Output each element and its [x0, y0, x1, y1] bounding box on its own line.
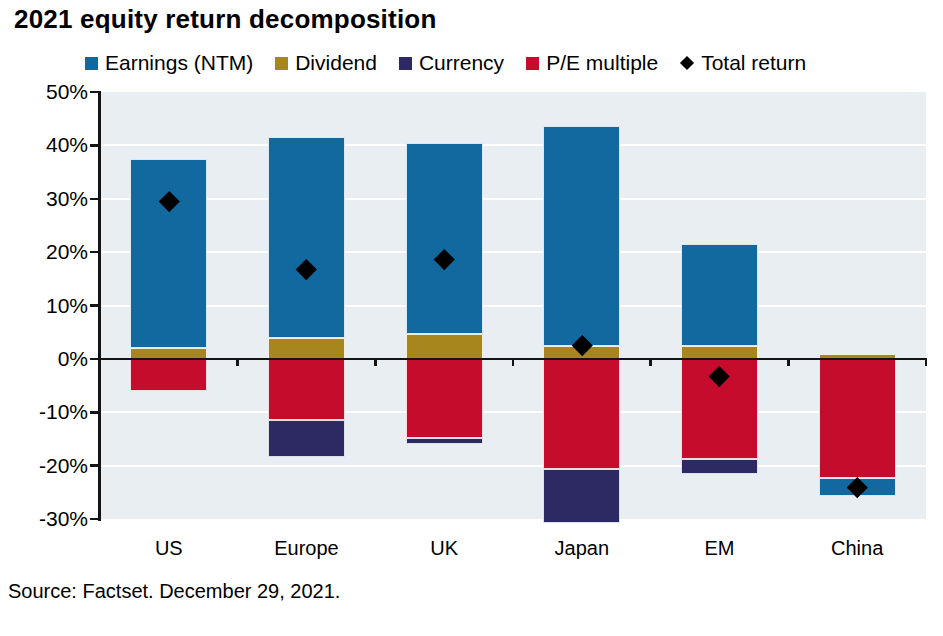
gridline-40 — [100, 144, 926, 146]
y-axis-tick-label: 40% — [0, 132, 88, 158]
chart-canvas: 2021 equity return decomposition Earning… — [0, 0, 943, 636]
y-axis-tick-label: 10% — [0, 293, 88, 319]
gridline--20 — [100, 465, 926, 467]
category-label-EM: EM — [655, 537, 785, 560]
y-axis-line — [98, 91, 101, 521]
gridline-10 — [100, 305, 926, 307]
bar-segment-pe-US — [130, 359, 207, 391]
category-label-China: China — [792, 537, 922, 560]
source-note: Source: Factset. December 29, 2021. — [8, 580, 340, 603]
zero-line — [98, 358, 927, 361]
bar-segment-pe-Europe — [268, 359, 345, 420]
y-axis-tick-label: -20% — [0, 453, 88, 479]
bar-segment-currency-Japan — [543, 469, 620, 523]
y-axis-tick-label: 20% — [0, 239, 88, 265]
bar-segment-currency-UK — [406, 438, 483, 444]
category-label-Japan: Japan — [517, 537, 647, 560]
bar-segment-currency-Europe — [268, 420, 345, 457]
gridline-30 — [100, 198, 926, 200]
plot-area: 50% 40% 30% 20% 10% 0% -10% -20% -30% US Europe UK J… — [0, 0, 943, 636]
bar-segment-earnings-UK — [406, 143, 483, 334]
category-label-US: US — [104, 537, 234, 560]
bar-segment-pe-UK — [406, 359, 483, 438]
category-label-Europe: Europe — [242, 537, 372, 560]
bar-segment-pe-Japan — [543, 359, 620, 469]
gridline--10 — [100, 411, 926, 413]
y-axis-tick-label: 0% — [0, 346, 88, 372]
bar-segment-earnings-Europe — [268, 137, 345, 338]
y-axis-tick-label: 30% — [0, 186, 88, 212]
bar-segment-dividend-Europe — [268, 338, 345, 359]
bar-segment-earnings-EM — [681, 244, 758, 346]
y-axis-tick-label: -30% — [0, 506, 88, 532]
bar-segment-dividend-UK — [406, 334, 483, 359]
bar-segment-currency-EM — [681, 459, 758, 474]
y-axis-tick-label: -10% — [0, 399, 88, 425]
bar-segment-pe-China — [819, 359, 896, 479]
bar-segment-earnings-Japan — [543, 126, 620, 346]
y-axis-tick-label: 50% — [0, 79, 88, 105]
category-label-UK: UK — [379, 537, 509, 560]
bar-segment-earnings-US — [130, 159, 207, 348]
gridline-20 — [100, 251, 926, 253]
